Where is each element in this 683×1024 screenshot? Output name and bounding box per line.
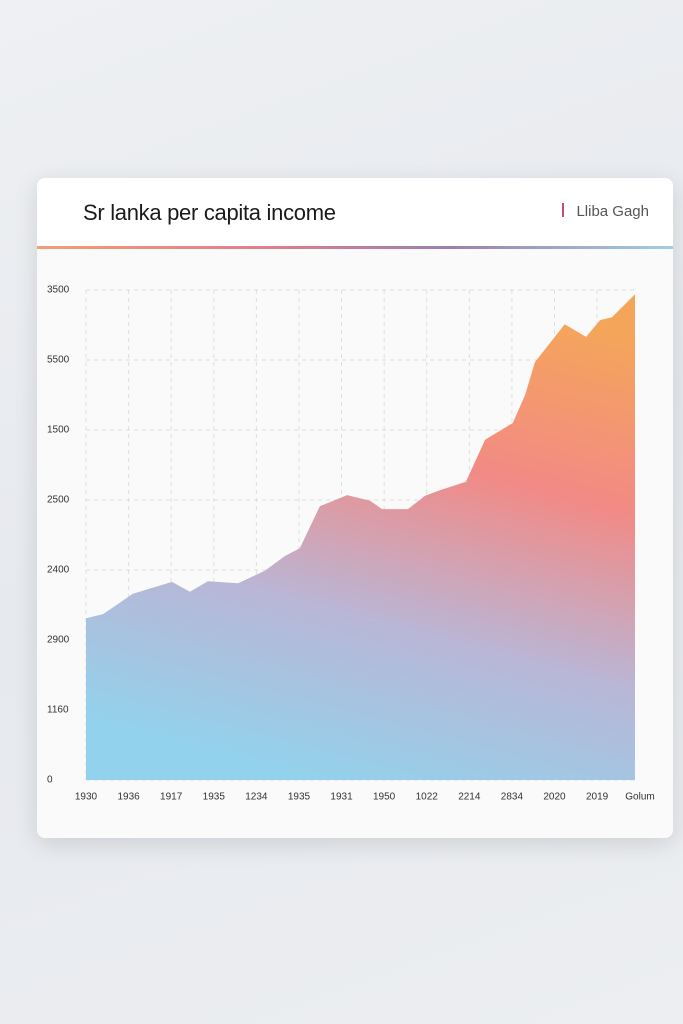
x-tick-label: 1935 [288,792,311,803]
y-tick-label: 5500 [47,355,70,366]
chart-title: Sr lanka per capita income [83,200,336,225]
x-tick-label: 1931 [330,792,353,803]
chart-card: Sr lanka per capita income Lliba Gagh Go… [37,178,673,838]
x-tick-label: 1936 [117,792,140,803]
x-tick-label: 1930 [75,792,98,803]
area [86,294,635,780]
y-tick-label: 3500 [47,285,70,296]
x-tick-label: 2020 [543,792,566,803]
card-header: Sr lanka per capita income Lliba Gagh [37,178,673,246]
x-tick-label: 1022 [416,792,439,803]
chart: Golum 0 1160 2900 2400 2500 1500 5500 3500 1930 1… [47,285,655,803]
y-tick-label: 0 [47,775,53,786]
y-tick-label: 2900 [47,635,70,646]
x-tick-label: 2019 [586,792,609,803]
x-tick-label: 1950 [373,792,396,803]
header-rule [37,246,673,249]
y-tick-label: 1500 [47,425,70,436]
y-tick-label: 2400 [47,565,70,576]
x-tick-label: 1935 [203,792,226,803]
x-tick-label: 1234 [245,792,268,803]
legend: Lliba Gagh [562,203,649,220]
x-tick-label: 1917 [160,792,183,803]
x-tick-label: 2834 [501,792,524,803]
legend-swatch [562,203,565,217]
x-tick-label: 2214 [458,792,481,803]
y-tick-label: 1160 [47,705,69,716]
x-axis-label: Golum [625,792,654,803]
legend-label: Lliba Gagh [576,203,649,220]
y-tick-label: 2500 [47,495,70,506]
